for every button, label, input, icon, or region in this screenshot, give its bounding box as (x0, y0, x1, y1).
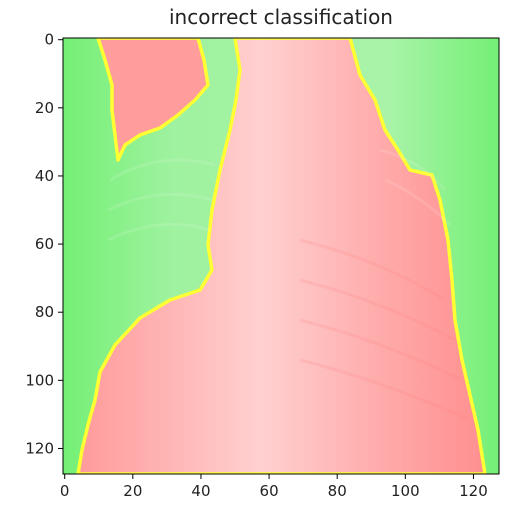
x-tick-label: 0 (60, 482, 70, 500)
axes-frame (62, 37, 500, 475)
y-tick-label: 20 (35, 99, 54, 117)
y-tick-label: 120 (25, 439, 54, 457)
y-axis: 0 20 40 60 80 100 120 (25, 31, 63, 457)
y-tick-label: 100 (25, 371, 54, 389)
x-tick-label: 100 (391, 482, 420, 500)
chart-title: incorrect classification (169, 5, 393, 29)
x-tick-label: 120 (459, 482, 488, 500)
x-tick-label: 60 (260, 482, 279, 500)
x-tick-label: 40 (191, 482, 210, 500)
x-tick-label: 20 (123, 482, 142, 500)
x-tick-label: 80 (328, 482, 347, 500)
region-red-body (76, 38, 487, 474)
image-area (63, 38, 499, 474)
y-tick-label: 0 (44, 31, 54, 49)
texture-ribs-red (299, 238, 471, 422)
x-axis: 0 20 40 60 80 100 120 (60, 474, 488, 500)
texture-ribs (107, 148, 452, 242)
region-red-lobe (96, 38, 210, 162)
y-tick-label: 60 (35, 235, 54, 253)
y-tick-label: 80 (35, 303, 54, 321)
y-tick-label: 40 (35, 167, 54, 185)
